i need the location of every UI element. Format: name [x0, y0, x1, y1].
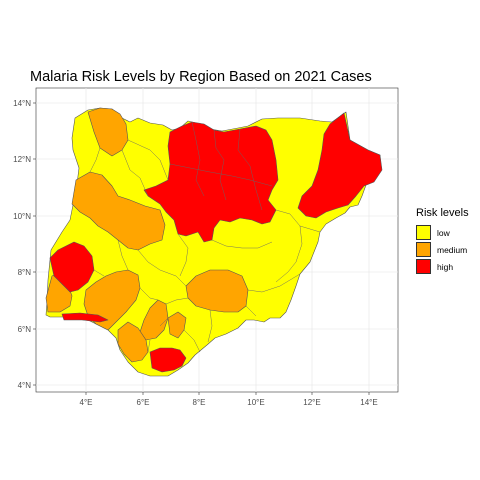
legend-label-medium: medium	[437, 244, 468, 255]
y-tick-label: 12°N	[13, 155, 31, 164]
y-tick-label: 8°N	[18, 268, 32, 277]
legend-swatch-medium	[416, 242, 431, 257]
y-tick-label: 14°N	[13, 99, 31, 108]
legend: Risk levels low medium high	[416, 207, 469, 275]
x-tick-label: 8°E	[193, 398, 206, 407]
x-tick-label: 10°E	[247, 398, 264, 407]
region-medium-east-central	[185, 269, 249, 313]
y-axis-labels: 4°N 6°N 8°N 10°N 12°N 14°N	[13, 99, 31, 390]
legend-label-low: low	[437, 227, 450, 238]
region-high-lagos	[61, 312, 109, 323]
state-boundaries	[89, 121, 321, 353]
region-medium-west-central	[71, 171, 166, 251]
y-tick-label: 4°N	[18, 381, 32, 390]
x-tick-label: 14°E	[360, 398, 377, 407]
legend-swatch-low	[416, 225, 431, 240]
x-axis-labels: 4°E 6°E 8°E 10°E 12°E 14°E	[80, 398, 378, 407]
axis-ticks	[33, 102, 370, 395]
legend-item-low: low	[416, 224, 469, 241]
y-tick-label: 6°N	[18, 325, 32, 334]
region-medium-south-coast	[117, 321, 149, 363]
legend-item-high: high	[416, 258, 469, 275]
legend-swatch-high	[416, 259, 431, 274]
region-medium-southwest-b	[139, 299, 169, 341]
x-tick-label: 4°E	[80, 398, 93, 407]
map-title: Malaria Risk Levels by Region Based on 2…	[30, 69, 372, 85]
region-high-south	[149, 347, 187, 373]
legend-title: Risk levels	[416, 207, 469, 219]
x-tick-label: 12°E	[303, 398, 320, 407]
region-high-northeast	[297, 112, 383, 219]
x-tick-label: 6°E	[137, 398, 150, 407]
y-tick-label: 10°N	[13, 212, 31, 221]
legend-item-medium: medium	[416, 241, 469, 258]
legend-label-high: high	[437, 261, 454, 272]
